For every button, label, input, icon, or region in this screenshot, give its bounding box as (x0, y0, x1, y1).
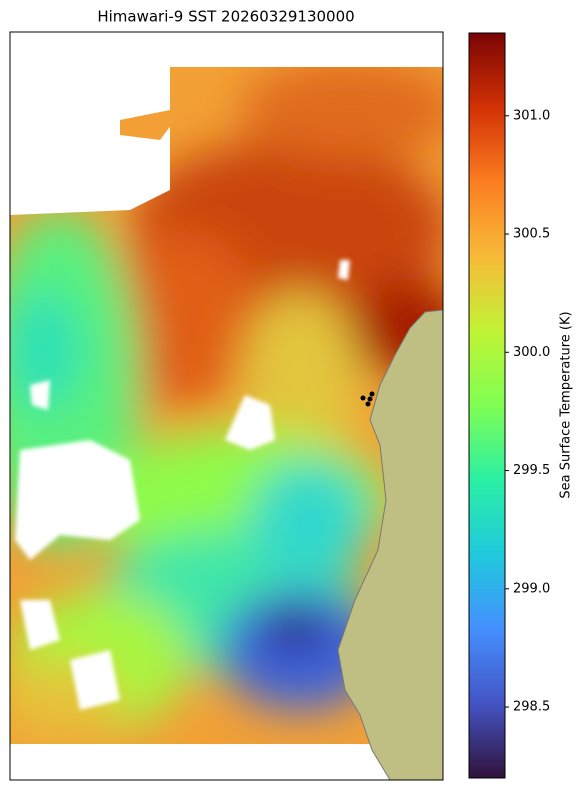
station-markers (360, 391, 375, 407)
colorbar-tick-label: 299.5 (513, 463, 550, 478)
colorbar (468, 32, 506, 779)
colorbar-label: Sea Surface Temperature (K) (559, 311, 574, 498)
colorbar-tick-label: 300.5 (513, 227, 550, 242)
colorbar-tick-label: 299.0 (513, 581, 550, 596)
colorbar-tick-label: 298.5 (513, 700, 550, 715)
sst-field (10, 67, 443, 744)
no-data (10, 32, 443, 67)
land (337, 309, 444, 781)
colorbar-tick-label: 301.0 (513, 108, 550, 123)
sst-patch (120, 67, 190, 140)
map-border (9, 31, 444, 781)
chart-title: Himawari-9 SST 20260329130000 (97, 8, 354, 26)
colorbar-tick-label: 300.0 (513, 345, 550, 360)
